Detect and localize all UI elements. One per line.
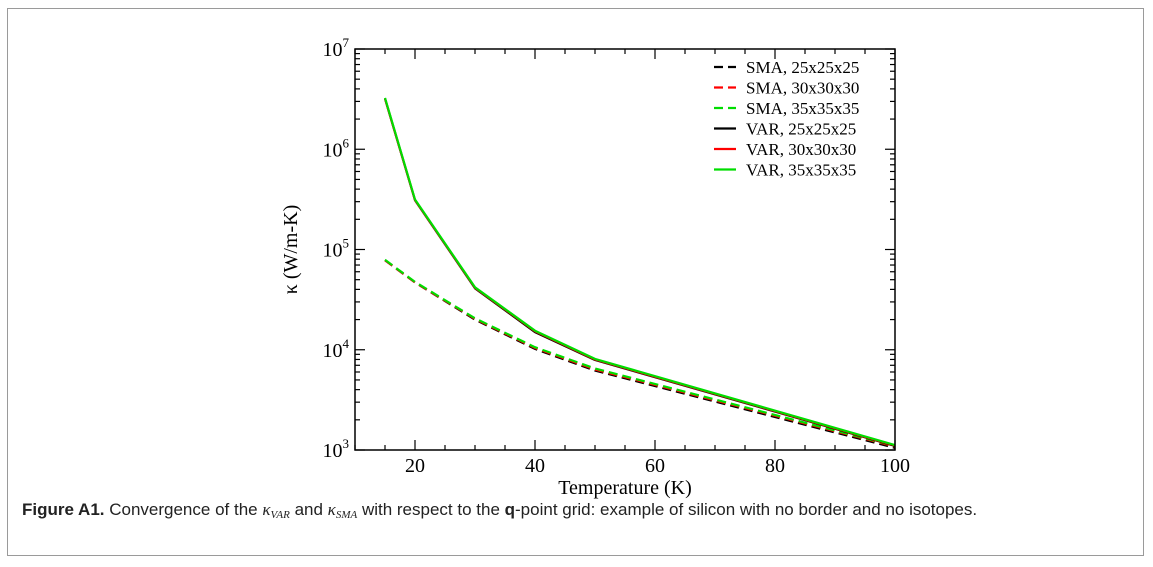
caption-text-4: -point grid: example of silicon with no … [515,500,978,519]
series-line-1 [384,259,896,448]
y-axis-label: κ (W/m-K) [280,205,302,295]
kappa-var-symbol: κ [262,500,271,519]
legend-label-3: VAR, 25x25x25 [746,120,856,139]
y-tick-label: 105 [323,236,350,262]
caption-label: Figure A1. [22,500,105,519]
caption-text-2: and [289,500,328,519]
kappa-var-subscript: VAR [270,509,290,521]
figure-frame [7,8,1144,556]
series-line-2 [384,258,896,447]
figure-caption: Figure A1. Convergence of the κVAR and κ… [22,500,1132,521]
x-tick-label: 100 [880,455,910,477]
series-line-0 [384,259,896,449]
legend-label-4: VAR, 30x30x30 [746,140,856,159]
kappa-sma-symbol: κ [327,500,336,519]
y-tick-label: 103 [323,436,350,462]
caption-text-1: Convergence of the [104,500,263,519]
x-axis-label: Temperature (K) [558,477,692,499]
y-tick-label: 107 [323,35,350,61]
kappa-sma-subscript: SMA [335,509,358,521]
series-layer [383,97,896,449]
series-line-5 [383,97,896,447]
y-tick-label: 106 [323,135,350,161]
x-tick-label: 20 [405,455,425,477]
y-tick-label: 104 [323,336,350,362]
x-tick-label: 80 [765,455,785,477]
ticks-layer: 20 40 60 80 100 103 104 105 106 107 [323,35,911,477]
x-tick-label: 60 [645,455,665,477]
q-point-bold: q [504,500,516,519]
legend-label-1: SMA, 30x30x30 [746,79,859,98]
legend-label-2: SMA, 35x35x35 [746,99,859,118]
legend-label-5: VAR, 35x35x35 [746,161,856,180]
caption-text-3: with respect to the [357,500,505,519]
legend-label-0: SMA, 25x25x25 [746,58,859,77]
x-tick-label: 40 [525,455,545,477]
